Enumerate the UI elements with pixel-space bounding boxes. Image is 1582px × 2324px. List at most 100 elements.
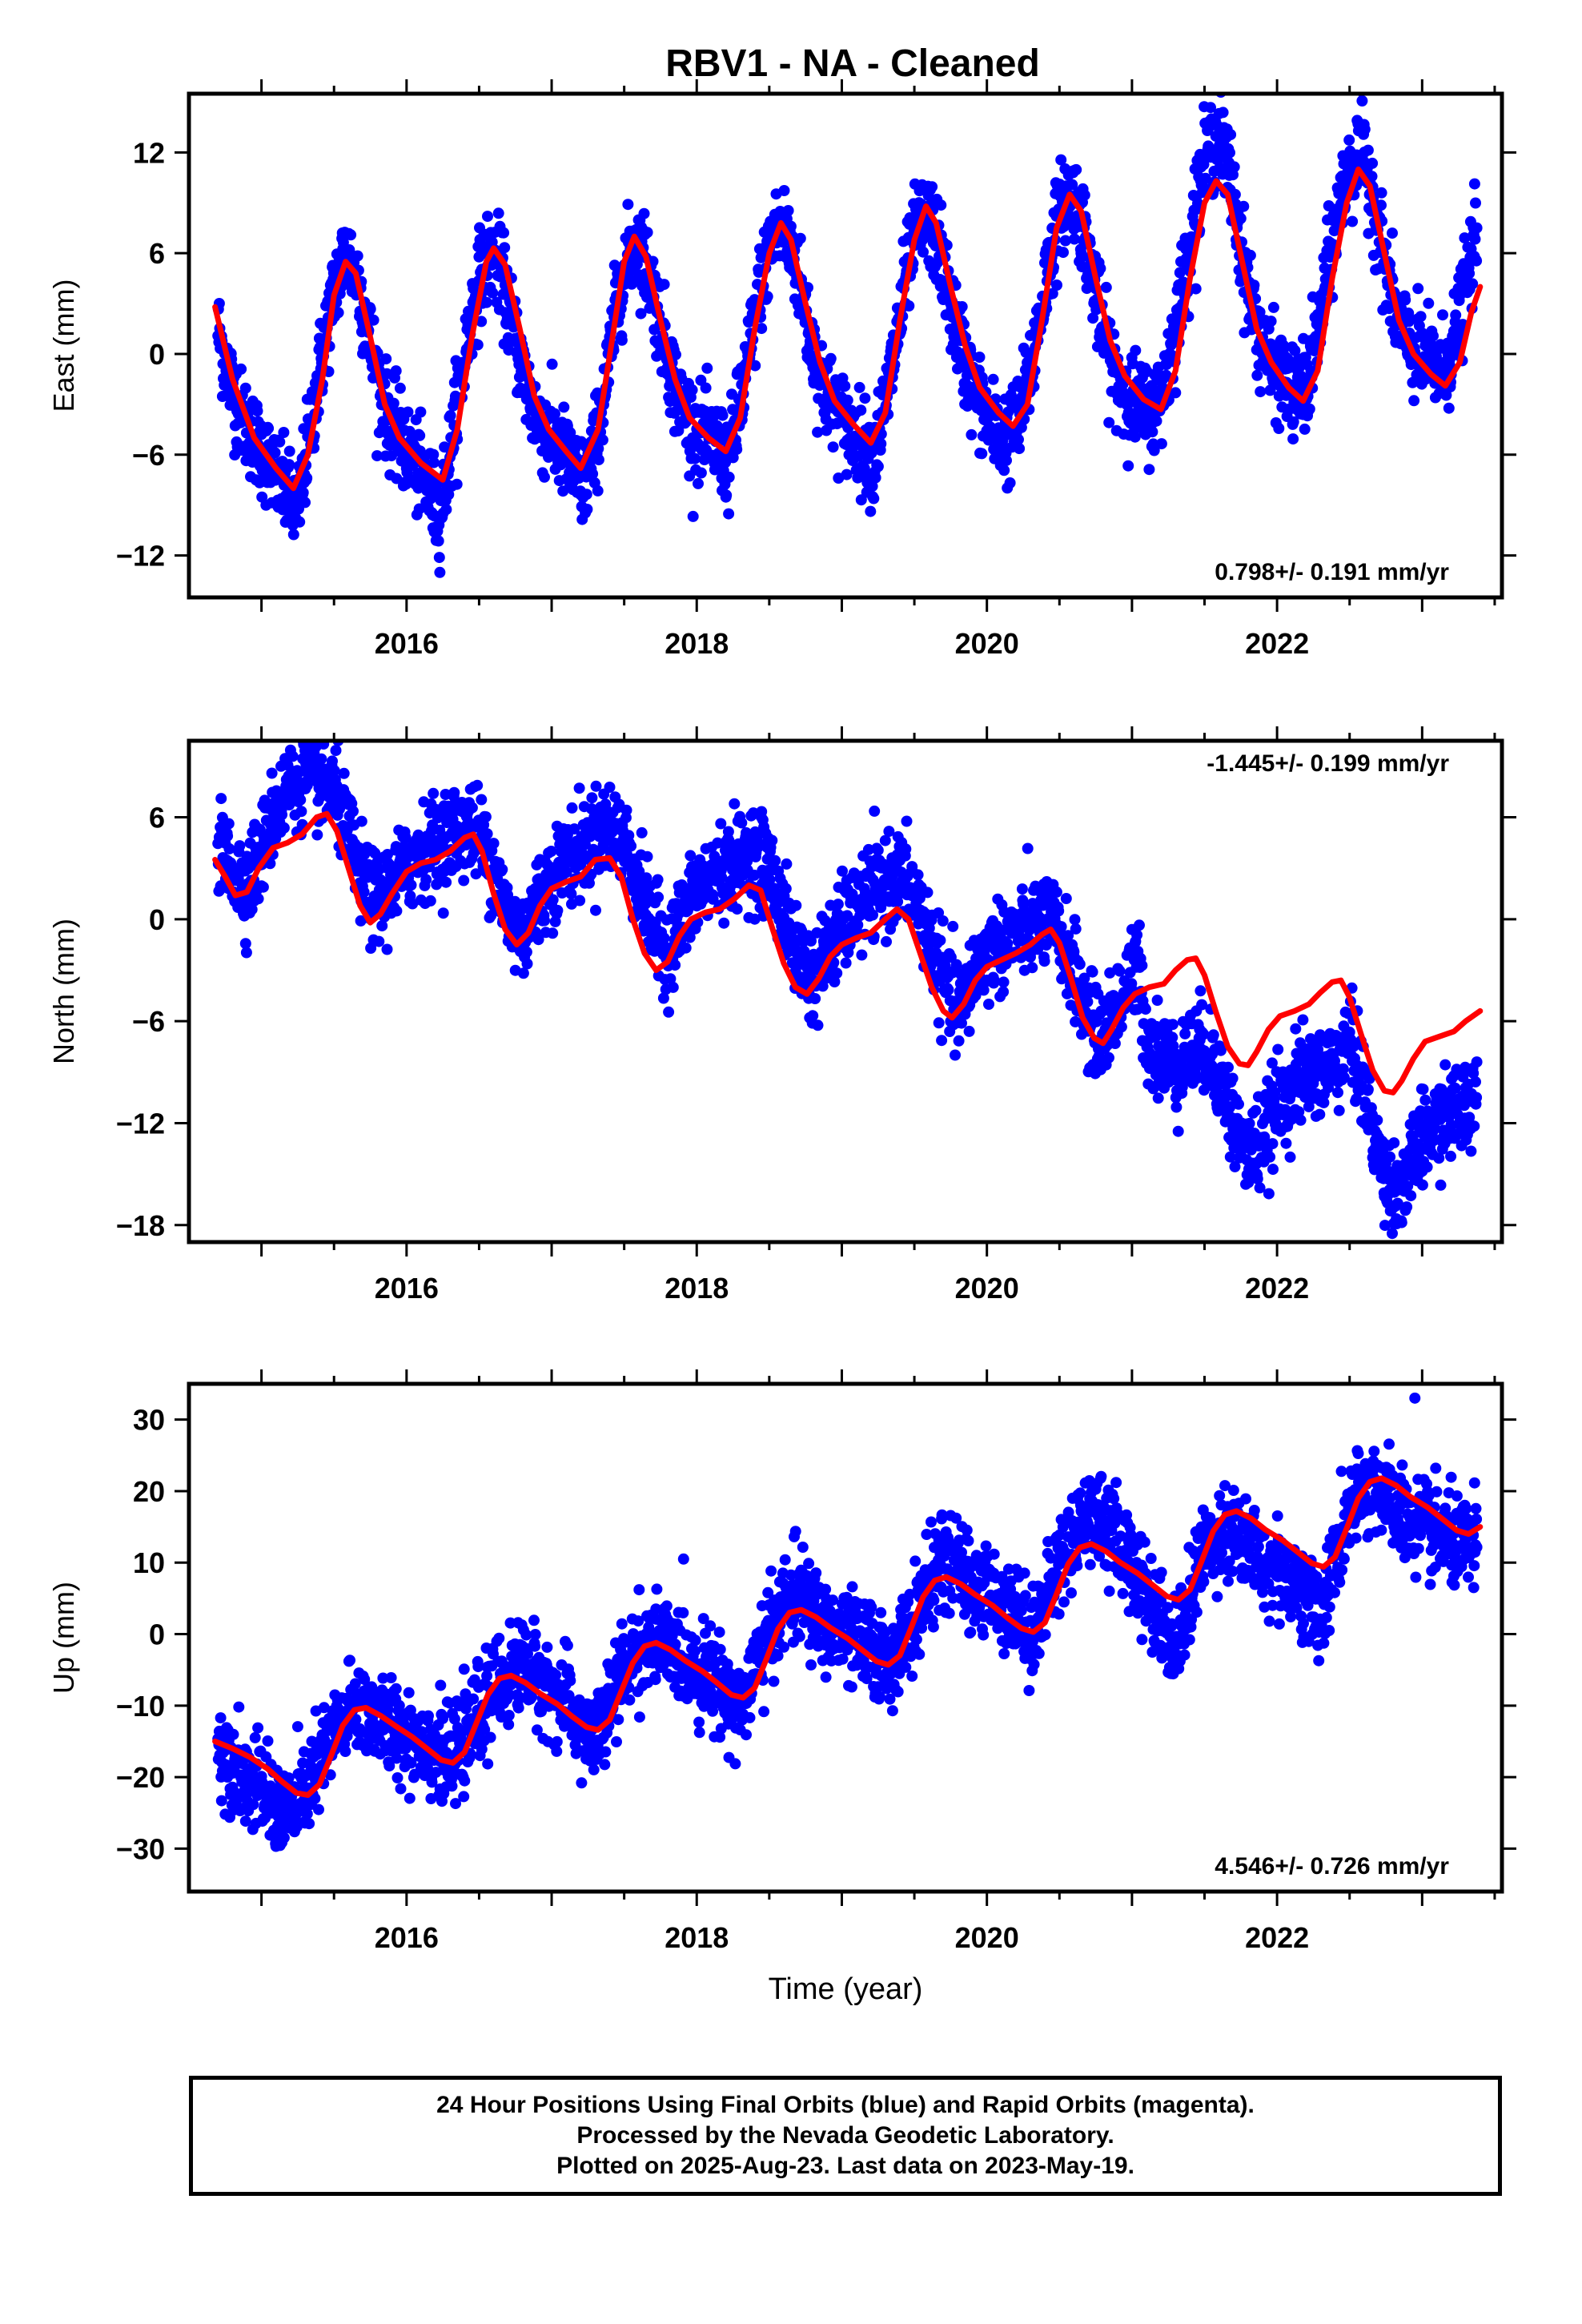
east-point — [1468, 178, 1480, 190]
east-xtick-label: 2020 — [955, 627, 1019, 660]
north-point — [950, 1049, 961, 1061]
north-point — [937, 915, 949, 927]
east-point — [415, 406, 427, 418]
north-point — [807, 1010, 819, 1022]
north-point — [731, 903, 743, 915]
east-point — [638, 207, 650, 219]
east-point — [539, 471, 550, 483]
north-point — [963, 1025, 975, 1037]
north-point — [685, 850, 697, 862]
east-ytick-label: 6 — [149, 237, 165, 270]
east-point — [332, 307, 344, 319]
east-point — [721, 489, 733, 501]
east-point — [404, 425, 416, 437]
north-point — [936, 1035, 948, 1047]
east-point — [1303, 403, 1315, 415]
north-point — [1139, 1003, 1151, 1015]
east-point — [402, 406, 414, 418]
east-point — [1248, 279, 1260, 292]
north-point — [266, 767, 278, 779]
east-point — [592, 443, 604, 455]
north-point — [1050, 886, 1062, 898]
east-point — [1464, 267, 1476, 279]
north-point — [488, 838, 500, 850]
north-point — [933, 1017, 945, 1029]
north-point — [1109, 1038, 1121, 1049]
east-point — [472, 339, 484, 351]
east-point — [1051, 279, 1062, 291]
east-point — [492, 207, 504, 219]
east-point — [414, 445, 426, 457]
east-point — [1130, 344, 1142, 356]
east-rate-label: 0.798+/- 0.191 mm/yr — [1215, 559, 1449, 585]
east-point — [440, 504, 452, 516]
east-point — [700, 382, 712, 394]
north-point — [552, 904, 564, 916]
east-xtick-label: 2018 — [665, 627, 729, 660]
east-point — [287, 529, 299, 541]
east-point — [1423, 297, 1435, 309]
east-point — [239, 382, 251, 394]
east-point — [1155, 438, 1167, 450]
north-point — [1060, 893, 1072, 904]
north-point — [947, 920, 959, 932]
north-point — [480, 811, 492, 822]
east-point — [1459, 232, 1471, 244]
east-point — [278, 427, 290, 438]
north-point — [252, 893, 264, 905]
east-point — [1225, 129, 1237, 141]
east-point — [631, 259, 643, 270]
east-point — [371, 450, 383, 462]
north-point — [1170, 1101, 1182, 1113]
north-point — [278, 822, 290, 834]
north-point — [667, 981, 679, 993]
east-point — [1408, 395, 1420, 407]
north-point — [1070, 923, 1082, 935]
east-point — [364, 304, 376, 315]
east-point — [1265, 316, 1277, 328]
east-point — [687, 510, 699, 522]
north-point — [243, 861, 255, 873]
north-point — [327, 755, 338, 767]
east-point — [596, 434, 608, 446]
north-point — [476, 794, 488, 806]
east-point — [1094, 263, 1106, 275]
east-point — [380, 353, 392, 365]
east-point — [872, 460, 884, 472]
east-point — [812, 426, 824, 438]
north-point — [809, 993, 821, 1004]
north-point — [901, 815, 913, 827]
east-frame — [187, 91, 1504, 600]
north-point — [1134, 919, 1145, 931]
east-point — [432, 535, 444, 547]
north-point — [998, 986, 1010, 998]
east-point — [1001, 454, 1012, 466]
east-point — [1170, 387, 1182, 399]
north-plot-area — [212, 741, 1484, 1240]
north-points — [212, 741, 1483, 1240]
north-point — [729, 798, 741, 810]
north-point — [831, 967, 843, 979]
north-point — [669, 959, 681, 971]
north-point — [652, 874, 664, 886]
north-point — [872, 844, 884, 856]
north-point — [636, 826, 648, 838]
east-point — [782, 205, 794, 216]
east-point — [283, 459, 295, 471]
east-point — [1399, 294, 1411, 306]
north-point — [1151, 995, 1163, 1006]
north-point — [921, 887, 934, 899]
north-point — [405, 879, 417, 891]
north-point — [472, 779, 484, 791]
east-point — [641, 227, 653, 239]
east-point — [1356, 95, 1368, 107]
east-point — [390, 365, 402, 377]
east-point — [1415, 311, 1427, 323]
north-point — [953, 1035, 965, 1047]
east-point — [482, 211, 493, 223]
north-point — [295, 806, 307, 818]
north-point — [832, 899, 844, 911]
north-point — [466, 802, 478, 814]
